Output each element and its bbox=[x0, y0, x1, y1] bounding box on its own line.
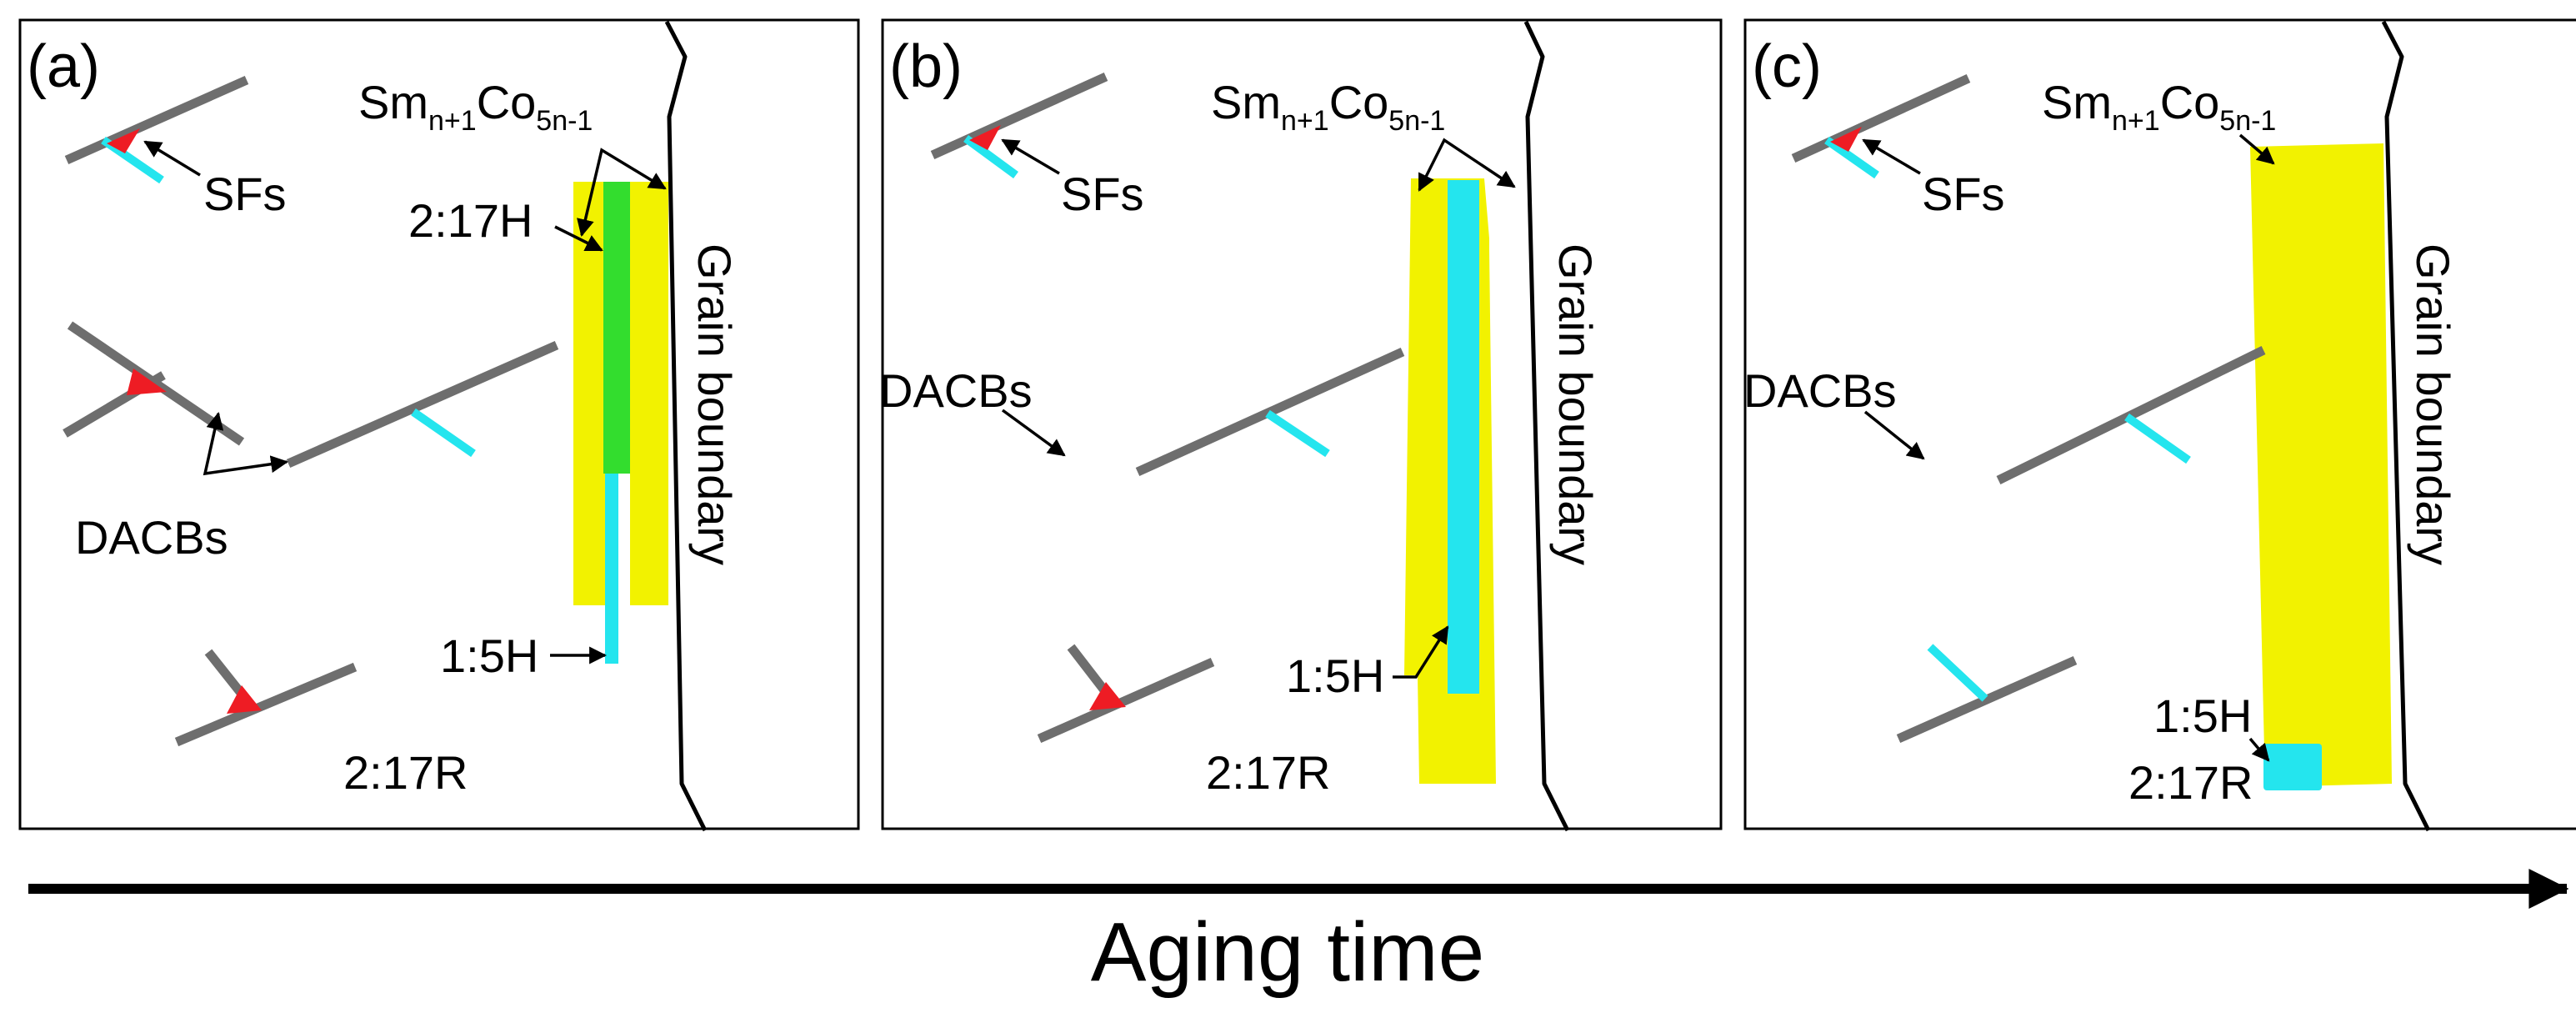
panel-b: (b) Smn+1Co5n-1 SFs DACBs 1:5H 2:17R Gra… bbox=[879, 18, 1723, 832]
aging-time-label: Aging time bbox=[1091, 905, 1484, 999]
panel-frame bbox=[18, 18, 860, 830]
grain-boundary-label: Grain boundary bbox=[2407, 243, 2459, 565]
phase-1-5h-cyan bbox=[605, 474, 618, 664]
yellow-phase bbox=[2250, 143, 2392, 787]
dacb-line bbox=[1896, 655, 2078, 744]
sf-red-triangle bbox=[969, 125, 1001, 150]
arrow-dacbs bbox=[1001, 409, 1066, 457]
phase-1-5h-label: 1:5H bbox=[440, 629, 538, 682]
arrow-dacbs bbox=[1863, 410, 1925, 460]
sf-red-triangle bbox=[1830, 127, 1862, 152]
grain-boundary-label: Grain boundary bbox=[688, 243, 741, 565]
arrow-dacbs bbox=[203, 411, 289, 476]
sfs-label: SFs bbox=[203, 168, 287, 220]
grain-boundary-line bbox=[2381, 20, 2431, 832]
sfs-label: SFs bbox=[1922, 168, 2005, 220]
dacbs-label: DACBs bbox=[879, 364, 1033, 417]
sf-red-triangle bbox=[1089, 682, 1126, 710]
sf-red-triangle bbox=[127, 369, 167, 395]
phase-2-17h-green bbox=[603, 182, 630, 474]
panel-label: (b) bbox=[889, 33, 963, 100]
dacb-line bbox=[1791, 73, 1971, 163]
panel-label: (a) bbox=[27, 33, 100, 100]
phase-2-17r-label: 2:17R bbox=[343, 746, 468, 799]
phase-1-5h-label: 1:5H bbox=[1286, 649, 1384, 702]
sf-cyan-segment bbox=[1265, 409, 1330, 458]
sm-co-label-text: Smn+1Co5n-1 bbox=[358, 76, 593, 137]
dacb-line bbox=[286, 340, 559, 469]
sm-co-label-text: Smn+1Co5n-1 bbox=[1211, 76, 1445, 137]
phase-2-17r-label: 2:17R bbox=[1206, 746, 1330, 799]
arrow-sm-co bbox=[1418, 138, 1516, 192]
phase-1-5h-cyan bbox=[1448, 180, 1479, 694]
grain-boundary-line bbox=[664, 20, 708, 832]
arrow-to-sf bbox=[1862, 138, 1921, 175]
sf-cyan-segment bbox=[1824, 136, 1879, 179]
arrow-to-1-5h bbox=[1393, 625, 1449, 679]
sm-co-label: Smn+1Co5n-1 bbox=[2042, 76, 2276, 137]
grain-boundary-label: Grain boundary bbox=[1549, 243, 1602, 565]
sf-cyan-segment bbox=[963, 134, 1018, 179]
sm-co-label: Smn+1Co5n-1 bbox=[1211, 76, 1445, 137]
sf-red-triangle bbox=[227, 685, 262, 714]
panel-label: (c) bbox=[1752, 33, 1822, 100]
arrow-to-1-5h bbox=[2248, 737, 2270, 762]
panel-a: (a) Smn+1Co5n-1 SFs 2:17H DACBs 1:5H 2:1… bbox=[18, 18, 860, 832]
yellow-phase-right bbox=[630, 182, 668, 605]
sf-red-triangle bbox=[107, 128, 140, 153]
sm-co-label: Smn+1Co5n-1 bbox=[358, 76, 593, 137]
dacb-line bbox=[930, 72, 1108, 160]
sfs-label: SFs bbox=[1061, 168, 1144, 220]
sf-cyan-segment bbox=[411, 408, 476, 458]
phase-2-17h-label: 2:17H bbox=[408, 194, 533, 247]
phase-2-17r-label: 2:17R bbox=[2128, 756, 2253, 809]
panel-frame bbox=[1743, 18, 2576, 830]
dacbs-label: DACBs bbox=[75, 511, 228, 564]
arrow-to-2-17h bbox=[554, 225, 603, 252]
arrow-to-sf bbox=[143, 140, 201, 177]
sm-co-label-text: Smn+1Co5n-1 bbox=[2042, 76, 2276, 137]
sf-cyan-segment bbox=[2124, 413, 2191, 464]
phase-1-5h-cyan bbox=[2263, 744, 2322, 790]
panel-frame bbox=[881, 18, 1723, 830]
dacb-line bbox=[64, 75, 249, 165]
panel-c: (c) Smn+1Co5n-1 SFs DACBs 1:5H 2:17R Gra… bbox=[1743, 18, 2576, 832]
sf-cyan-segment bbox=[1927, 644, 1988, 702]
grain-boundary-line bbox=[1523, 20, 1570, 832]
dacb-line bbox=[174, 662, 358, 747]
phase-1-5h-label: 1:5H bbox=[2153, 690, 2252, 742]
arrow-to-sf bbox=[1001, 138, 1060, 175]
dacb-line bbox=[1037, 657, 1215, 744]
dacbs-label: DACBs bbox=[1743, 364, 1897, 417]
arrow-sm-co bbox=[577, 148, 667, 238]
arrow-sm-co bbox=[2238, 133, 2275, 165]
